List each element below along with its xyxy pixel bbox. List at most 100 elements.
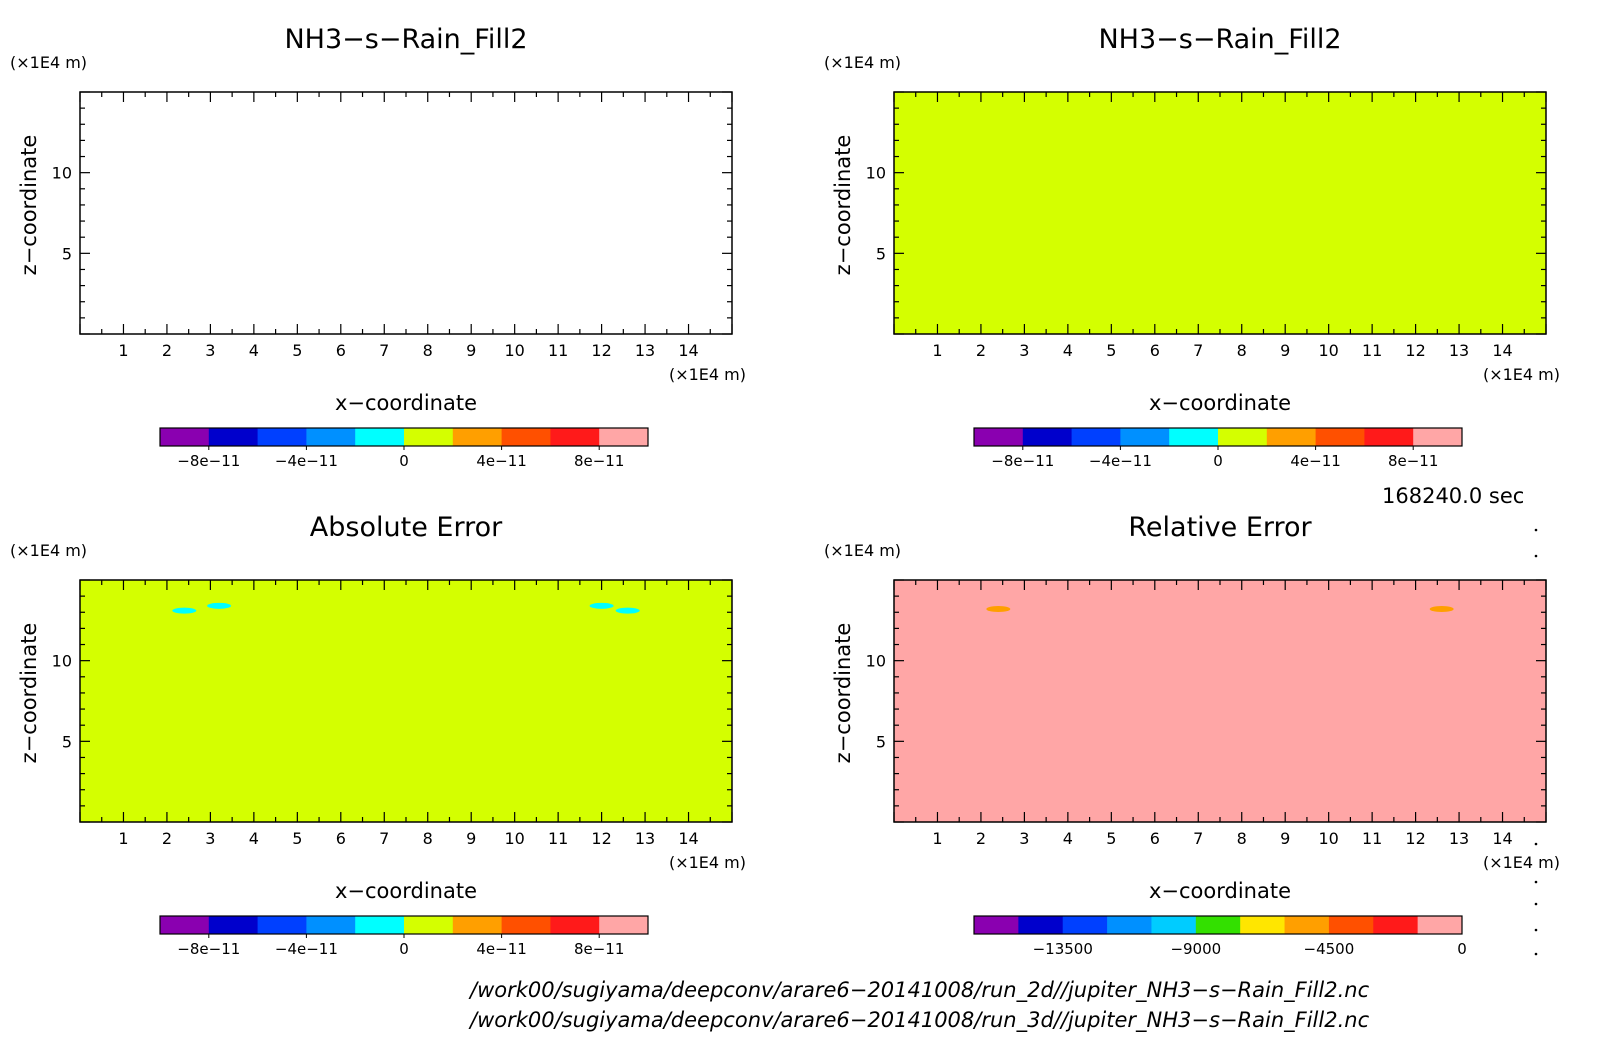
colorbar-swatch — [1417, 916, 1463, 934]
x-axis-label: x−coordinate — [1149, 879, 1291, 903]
colorbar-swatch — [257, 428, 307, 446]
colorbar-swatch — [355, 916, 405, 934]
x-tick-label: 7 — [1193, 829, 1203, 848]
colorbar-swatch — [599, 428, 649, 446]
x-tick-label: 1 — [118, 829, 128, 848]
x-tick-label: 12 — [1405, 341, 1425, 360]
x-tick-label: 13 — [1449, 341, 1469, 360]
y-axis-label: z−coordinate — [831, 135, 855, 276]
y-unit-label: (×1E4 m) — [824, 541, 901, 560]
x-tick-label: 13 — [635, 829, 655, 848]
colorbar-swatch — [599, 916, 649, 934]
x-tick-label: 1 — [932, 341, 942, 360]
edge-dot — [1534, 554, 1538, 558]
y-tick-label: 5 — [876, 732, 886, 751]
x-tick-label: 9 — [1280, 829, 1290, 848]
x-tick-label: 9 — [466, 341, 476, 360]
colorbar-swatch — [1240, 916, 1286, 934]
colorbar-swatch — [501, 916, 551, 934]
x-tick-label: 4 — [249, 829, 259, 848]
x-unit-label: (×1E4 m) — [669, 853, 746, 872]
x-tick-label: 1 — [118, 341, 128, 360]
panel-4: Relative Error(×1E4 m)1 2 3 4 5 6 7 8 9 10 11 12 13 1… — [824, 512, 1560, 958]
colorbar-swatch — [452, 428, 503, 446]
colorbar-swatch — [550, 428, 600, 446]
colorbar-swatch — [1266, 428, 1317, 446]
x-tick-label: 12 — [1405, 829, 1425, 848]
x-axis-label: x−coordinate — [1149, 391, 1291, 415]
x-tick-label: 3 — [205, 341, 215, 360]
y-tick-label: 5 — [62, 244, 72, 263]
x-tick-label: 5 — [1106, 829, 1116, 848]
x-tick-label: 11 — [548, 341, 568, 360]
x-tick-label: 11 — [1362, 829, 1382, 848]
panel-2: NH3−s−Rain_Fill2(×1E4 m)1 2 3 4 5 6 7 8 9 10 11 12 1… — [824, 24, 1560, 470]
colorbar-swatch — [1284, 916, 1330, 934]
x-tick-label: 11 — [1362, 341, 1382, 360]
colorbar-label: −8e−11 — [177, 452, 240, 470]
colorbar-swatch — [160, 428, 210, 446]
colorbar-frame — [973, 915, 1463, 935]
colorbar-swatch — [501, 428, 551, 446]
data-feature — [615, 607, 640, 614]
x-unit-label: (×1E4 m) — [1483, 365, 1560, 384]
colorbar-label: 0 — [1457, 940, 1467, 958]
x-tick-label: 6 — [1150, 341, 1160, 360]
colorbar-swatch — [1107, 916, 1152, 934]
x-axis-label: x−coordinate — [335, 879, 477, 903]
colorbar-swatch — [1120, 428, 1170, 446]
y-tick-label: 10 — [52, 164, 72, 183]
data-feature — [1429, 606, 1454, 613]
colorbar-label: 4e−11 — [476, 452, 526, 470]
y-tick-label: 5 — [876, 244, 886, 263]
x-tick-label: 14 — [1492, 341, 1512, 360]
colorbar-swatch — [1413, 428, 1463, 446]
colorbar-swatch — [452, 916, 503, 934]
colorbar-swatch — [257, 916, 307, 934]
plot-area-fill — [80, 580, 732, 822]
panel-title: NH3−s−Rain_Fill2 — [1098, 24, 1341, 55]
colorbar-swatch — [306, 916, 356, 934]
colorbar-label: −4500 — [1304, 940, 1355, 958]
y-tick-label: 10 — [52, 652, 72, 671]
edge-dot — [1534, 528, 1538, 532]
plot-area-fill — [894, 92, 1546, 334]
x-tick-label: 5 — [292, 341, 302, 360]
y-axis-label: z−coordinate — [17, 135, 41, 276]
colorbar-swatch — [974, 428, 1024, 446]
x-tick-label: 8 — [423, 341, 433, 360]
panel-title: NH3−s−Rain_Fill2 — [284, 24, 527, 55]
colorbar-label: 0 — [1213, 452, 1223, 470]
colorbar-swatch — [1151, 916, 1197, 934]
x-tick-label: 1 — [932, 829, 942, 848]
y-unit-label: (×1E4 m) — [10, 53, 87, 72]
edge-dot — [1534, 928, 1538, 932]
x-tick-label: 14 — [1492, 829, 1512, 848]
colorbar-label: −4e−11 — [275, 452, 338, 470]
x-tick-label: 10 — [1318, 341, 1338, 360]
colorbar-swatch — [160, 916, 210, 934]
x-axis-label: x−coordinate — [335, 391, 477, 415]
colorbar-label: 4e−11 — [476, 940, 526, 958]
x-tick-label: 13 — [635, 341, 655, 360]
x-tick-label: 3 — [205, 829, 215, 848]
x-unit-label: (×1E4 m) — [1483, 853, 1560, 872]
file-path-3d: /work00/sugiyama/deepconv/arare6−2014100… — [470, 1008, 1370, 1032]
x-tick-label: 13 — [1449, 829, 1469, 848]
x-tick-label: 2 — [162, 341, 172, 360]
panel-title: Relative Error — [1128, 512, 1312, 543]
plot-area-fill — [894, 580, 1546, 822]
colorbar-swatch — [1062, 916, 1108, 934]
y-tick-label: 5 — [62, 732, 72, 751]
colorbar-swatch — [306, 428, 356, 446]
y-axis-label: z−coordinate — [831, 623, 855, 764]
colorbar-label: 0 — [399, 452, 409, 470]
x-tick-label: 2 — [976, 829, 986, 848]
x-tick-label: 7 — [379, 829, 389, 848]
x-tick-label: 2 — [976, 341, 986, 360]
x-tick-label: 11 — [548, 829, 568, 848]
x-tick-label: 10 — [1318, 829, 1338, 848]
colorbar-label: −4e−11 — [1089, 452, 1152, 470]
data-feature — [172, 607, 197, 614]
colorbar-label: −8e−11 — [177, 940, 240, 958]
